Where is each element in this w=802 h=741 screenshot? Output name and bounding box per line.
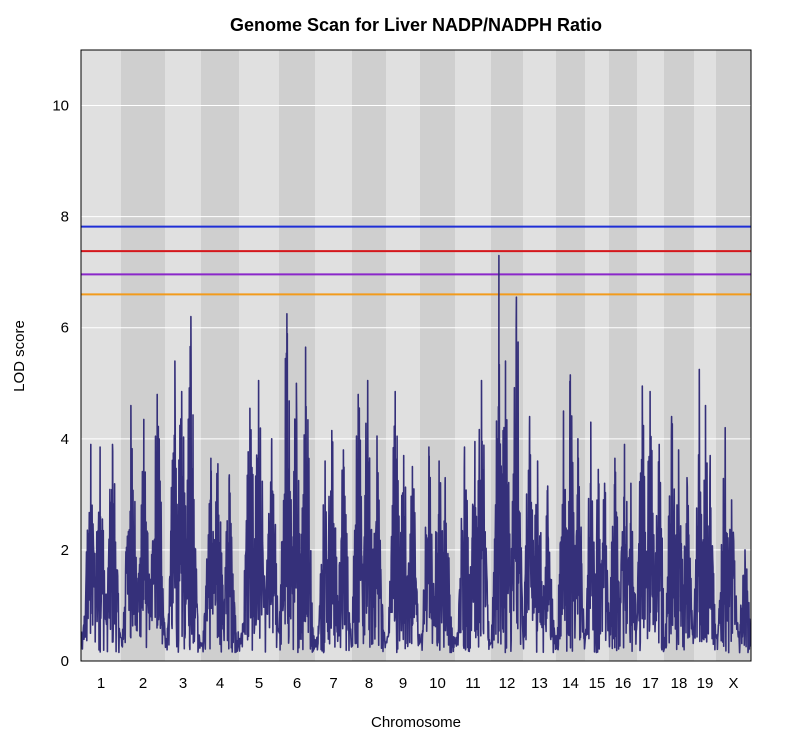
x-tick-label-19: 19	[697, 675, 714, 692]
y-tick-label-8: 8	[61, 209, 69, 226]
x-tick-label-12: 12	[499, 675, 516, 692]
x-tick-label-8: 8	[365, 675, 373, 692]
y-tick-label-0: 0	[61, 653, 69, 670]
x-tick-label-7: 7	[329, 675, 337, 692]
y-tick-label-4: 4	[61, 431, 69, 448]
x-tick-label-2: 2	[139, 675, 147, 692]
x-tick-label-11: 11	[465, 675, 481, 692]
y-tick-label-10: 10	[52, 98, 69, 115]
x-tick-label-6: 6	[293, 675, 301, 692]
x-tick-label-1: 1	[97, 675, 105, 692]
x-tick-label-10: 10	[429, 675, 446, 692]
threshold-lines	[81, 225, 751, 296]
x-tick-label-13: 13	[531, 675, 548, 692]
x-tick-label-17: 17	[642, 675, 659, 692]
y-axis-label: LOD score	[11, 320, 28, 392]
x-tick-label-4: 4	[216, 675, 224, 692]
x-tick-label-9: 9	[399, 675, 407, 692]
lod-series-line	[80, 254, 752, 654]
y-tick-label-6: 6	[61, 320, 69, 337]
x-tick-label-14: 14	[562, 675, 579, 692]
x-axis-ticks: 1 2 3 4 5 6 7 8 9 10 11 12 13 14 15 16 17 18 19 X	[97, 675, 739, 692]
x-tick-label-5: 5	[255, 675, 263, 692]
y-axis-ticks: 0 2 4 6 8 10	[52, 98, 69, 670]
x-tick-label-15: 15	[589, 675, 606, 692]
x-axis-label: Chromosome	[371, 714, 461, 731]
y-tick-label-2: 2	[61, 542, 69, 559]
plot-frame	[80, 49, 752, 662]
x-tick-label-X: X	[728, 675, 738, 692]
chart-title: Genome Scan for Liver NADP/NADPH Ratio	[230, 15, 602, 35]
x-tick-label-18: 18	[671, 675, 688, 692]
x-tick-label-16: 16	[615, 675, 632, 692]
x-tick-label-3: 3	[179, 675, 187, 692]
